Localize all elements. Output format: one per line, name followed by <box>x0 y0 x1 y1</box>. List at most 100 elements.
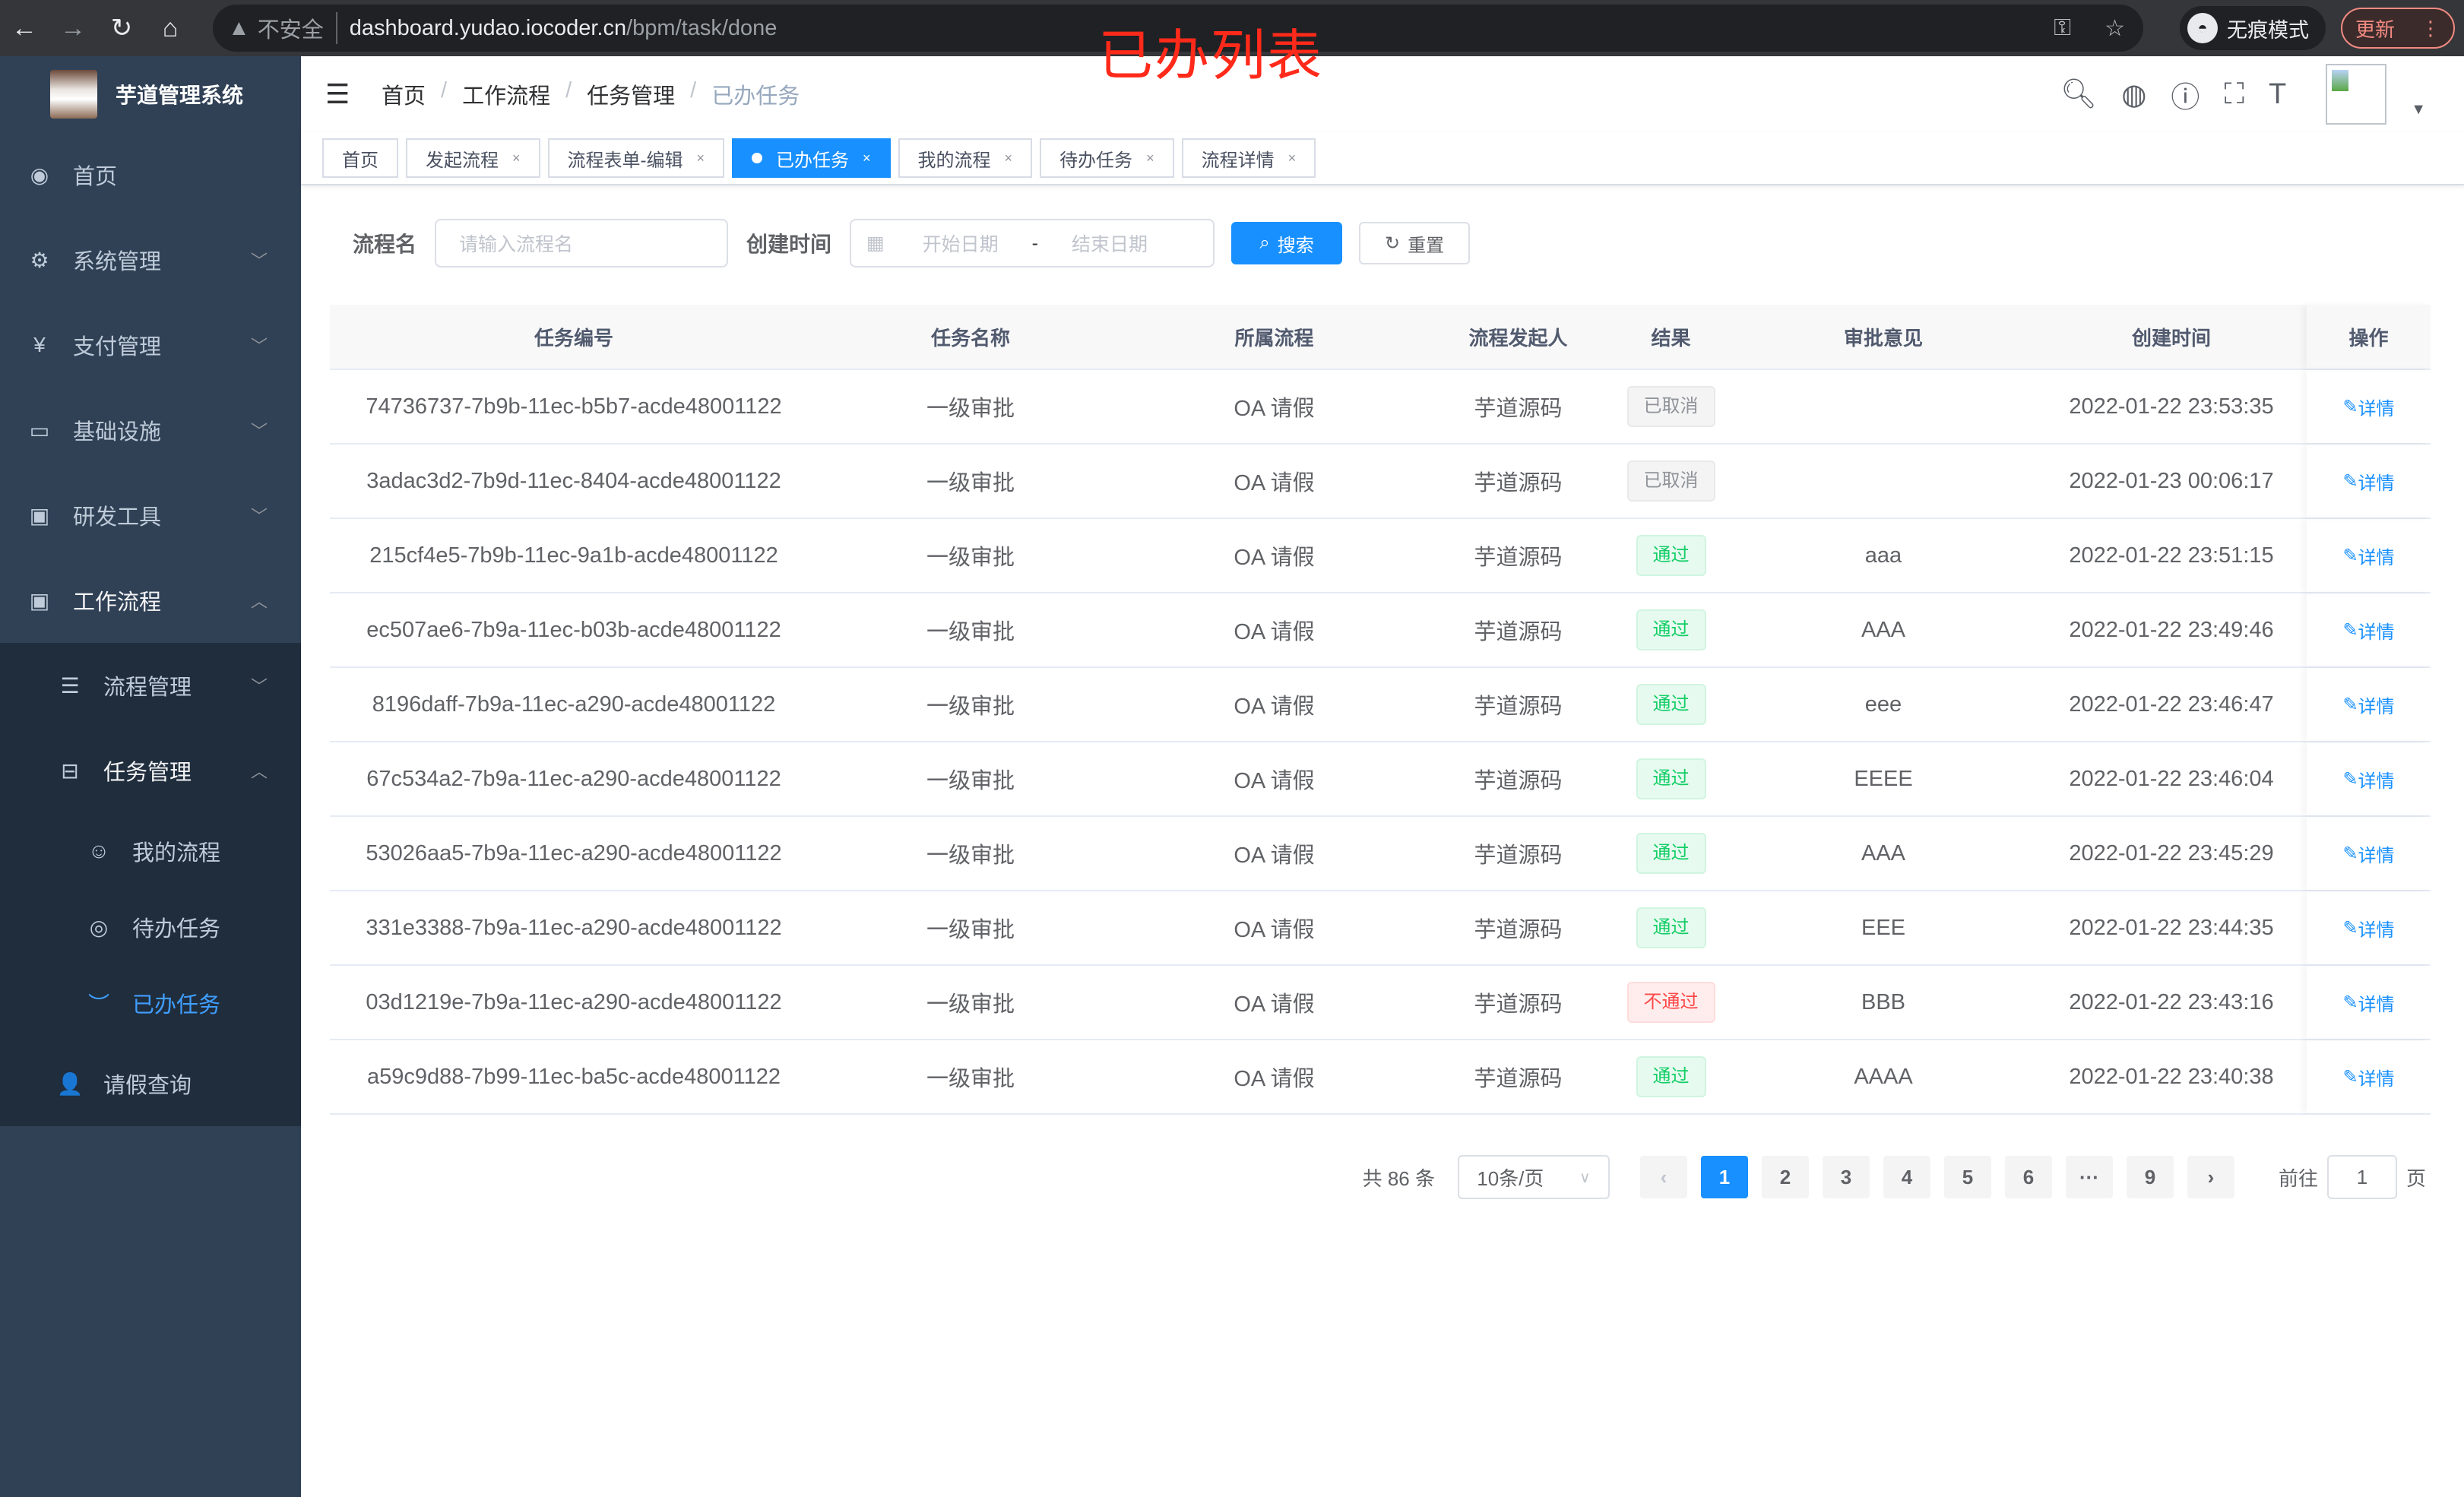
detail-button[interactable]: ✎ 详情 <box>2307 1040 2431 1113</box>
page-button[interactable]: 3 <box>1822 1156 1870 1198</box>
sidebar-item-home[interactable]: ◉ 首页 <box>0 132 301 217</box>
sidebar-item-leave[interactable]: 👤 请假查询 <box>0 1041 301 1126</box>
close-icon[interactable]: × <box>696 150 705 166</box>
breadcrumb-item[interactable]: 首页 <box>382 84 426 109</box>
tag-home[interactable]: 首页 <box>322 138 398 178</box>
page-size-select[interactable]: 10条/页 ∨ <box>1457 1155 1610 1199</box>
detail-button[interactable]: ✎ 详情 <box>2307 817 2431 890</box>
update-button[interactable]: 更新 ⋮ <box>2341 8 2455 49</box>
edit-icon: ✎ <box>2342 1066 2358 1087</box>
logo[interactable]: 芋道管理系统 <box>0 56 301 132</box>
tag-todo[interactable]: 待办任务 × <box>1040 138 1174 178</box>
process-name-cell: OA 请假 <box>1234 1067 1315 1091</box>
close-icon[interactable]: × <box>512 150 521 166</box>
detail-button[interactable]: ✎ 详情 <box>2307 966 2431 1039</box>
fullscreen-icon[interactable]: ⛶ <box>2224 78 2244 110</box>
initiator-cell: 芋道源码 <box>1474 695 1563 719</box>
sidebar-item-todo[interactable]: ◎ 待办任务 <box>0 889 301 965</box>
sidebar-item-pay[interactable]: ¥ 支付管理 ﹀ <box>0 302 301 388</box>
page-button[interactable]: 2 <box>1761 1156 1809 1198</box>
close-icon[interactable]: × <box>1287 150 1297 166</box>
task-name-cell: 一级审批 <box>926 1067 1015 1091</box>
close-icon[interactable]: × <box>863 150 871 166</box>
hamburger-icon[interactable]: ☰ <box>325 78 350 109</box>
create-time-cell: 2022-01-22 23:43:16 <box>2069 989 2274 1014</box>
result-cell: 通过 <box>1611 758 1731 799</box>
goto-value: 1 <box>2356 1165 2368 1188</box>
incognito-badge[interactable]: ◓ 无痕模式 <box>2180 6 2326 50</box>
sidebar-item-my-process[interactable]: ☺ 我的流程 <box>0 813 301 889</box>
detail-button[interactable]: ✎ 详情 <box>2307 593 2431 666</box>
goto-page-input[interactable]: 1 <box>2326 1155 2397 1199</box>
caret-down-icon[interactable]: ▼ <box>2411 100 2426 118</box>
column-header: 所属流程 <box>1234 326 1314 350</box>
task-id-cell: 67c534a2-7b9a-11ec-a290-acde48001122 <box>366 766 781 791</box>
detail-button[interactable]: ✎ 详情 <box>2307 891 2431 964</box>
result-badge: 通过 <box>1636 1056 1706 1097</box>
close-icon[interactable]: × <box>1146 150 1154 166</box>
sidebar-item-process-manage[interactable]: ☰ 流程管理 ﹀ <box>0 643 301 728</box>
home-icon[interactable]: ⌂ <box>162 13 179 43</box>
search-button[interactable]: ⌕ 搜索 <box>1231 222 1343 264</box>
sidebar-item-tool[interactable]: ▣ 研发工具 ﹀ <box>0 473 301 558</box>
page-button[interactable]: 4 <box>1883 1156 1930 1198</box>
reload-icon[interactable]: ↻ <box>110 14 133 43</box>
detail-button[interactable]: ✎ 详情 <box>2307 668 2431 741</box>
breadcrumb-current: 已办任务 <box>711 84 800 109</box>
date-range-input[interactable]: ▦ 开始日期 - 结束日期 <box>850 219 1215 267</box>
sidebar-item-workflow[interactable]: ▣ 工作流程 ︿ <box>0 558 301 643</box>
sidebar-item-done[interactable]: ︶ 已办任务 <box>0 965 301 1041</box>
sidebar: 芋道管理系统 ◉ 首页 ⚙ 系统管理 ﹀ ¥ 支付管理 ﹀ ▭ 基础设施 ﹀ ▣ 研发工具 ﹀ ▣… <box>0 56 301 1497</box>
table-row: 3adac3d2-7b9d-11ec-8404-acde48001122 一级审批… <box>330 445 2431 519</box>
edit-icon: ✎ <box>2342 992 2358 1013</box>
address-bar[interactable]: ▲ 不安全 dashboard.yudao.iocoder.cn/bpm/tas… <box>213 5 2143 52</box>
sidebar-item-infra[interactable]: ▭ 基础设施 ﹀ <box>0 388 301 473</box>
prev-page-button[interactable]: ‹ <box>1639 1156 1687 1198</box>
sidebar-item-task-manage[interactable]: ⊟ 任务管理 ︿ <box>0 728 301 813</box>
page-button[interactable]: 1 <box>1700 1156 1748 1198</box>
detail-button[interactable]: ✎ 详情 <box>2307 445 2431 517</box>
key-icon[interactable]: ⚿ <box>2054 14 2072 40</box>
tag-done[interactable]: 已办任务 × <box>732 138 891 178</box>
tag-my-process[interactable]: 我的流程 × <box>898 138 1033 178</box>
search-form: 流程名 请输入流程名 创建时间 ▦ 开始日期 - 结束日期 ⌕ 搜索 ↻ 重置 <box>353 219 1471 267</box>
menu-label: 流程管理 <box>103 676 192 700</box>
task-id-cell: 331e3388-7b9a-11ec-a290-acde48001122 <box>366 915 782 940</box>
avatar[interactable] <box>2326 64 2387 125</box>
page-button[interactable]: 5 <box>1943 1156 1991 1198</box>
forward-icon[interactable]: → <box>60 13 86 43</box>
tag-start-process[interactable]: 发起流程 × <box>406 138 540 178</box>
column-header: 审批意见 <box>1843 326 1923 350</box>
search-icon[interactable]: 🔍︎ <box>2060 78 2098 110</box>
next-page-button[interactable]: › <box>2187 1156 2234 1198</box>
task-id-cell: 74736737-7b9b-11ec-b5b7-acde48001122 <box>366 394 782 419</box>
back-icon[interactable]: ← <box>11 13 37 43</box>
close-icon[interactable]: × <box>1004 150 1013 166</box>
help-icon[interactable]: ⓘ <box>2171 81 2200 114</box>
gear-icon: ⚙ <box>30 248 49 272</box>
url-path: /bpm/task/done <box>626 15 778 40</box>
process-name-input[interactable]: 请输入流程名 <box>435 219 729 267</box>
pagination: 共 86 条 10条/页 ∨ ‹ 1 2 3 4 5 6 ··· 9 › 前往 1 页 <box>1363 1155 2426 1199</box>
github-icon[interactable]: ◍ <box>2121 78 2147 111</box>
page-button[interactable]: 6 <box>2004 1156 2052 1198</box>
breadcrumb-item[interactable]: 工作流程 <box>462 84 551 109</box>
reset-button[interactable]: ↻ 重置 <box>1359 222 1471 264</box>
start-date[interactable]: 开始日期 <box>922 234 999 255</box>
font-size-icon[interactable]: T <box>2268 78 2287 110</box>
breadcrumb-item[interactable]: 任务管理 <box>587 84 676 109</box>
end-date[interactable]: 结束日期 <box>1071 234 1148 255</box>
detail-button[interactable]: ✎ 详情 <box>2307 370 2431 443</box>
page-button[interactable]: 9 <box>2126 1156 2174 1198</box>
detail-button[interactable]: ✎ 详情 <box>2307 519 2431 592</box>
sidebar-item-system[interactable]: ⚙ 系统管理 ﹀ <box>0 217 301 302</box>
detail-button[interactable]: ✎ 详情 <box>2307 742 2431 815</box>
task-name-cell: 一级审批 <box>926 992 1015 1017</box>
tag-form-edit[interactable]: 流程表单-编辑 × <box>547 138 725 178</box>
result-badge: 不通过 <box>1626 982 1715 1023</box>
page-button[interactable]: ··· <box>2065 1156 2113 1198</box>
result-badge: 通过 <box>1636 609 1706 650</box>
tag-process-detail[interactable]: 流程详情 × <box>1181 138 1316 178</box>
star-icon[interactable]: ☆ <box>2105 15 2125 41</box>
column-header: 任务编号 <box>534 326 613 350</box>
